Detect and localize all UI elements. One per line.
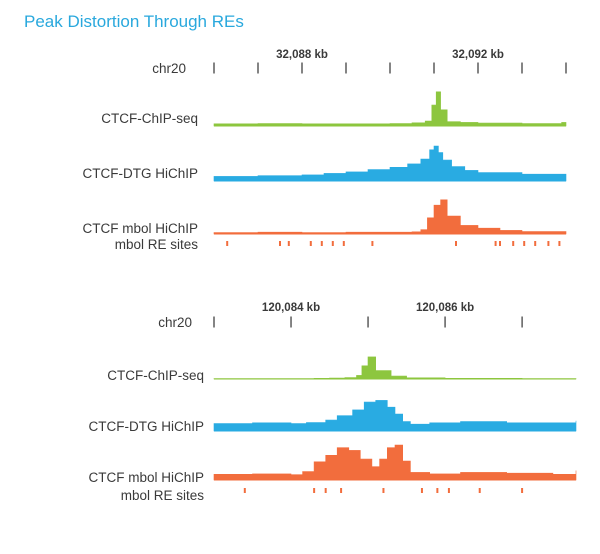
- re-site-mark: [382, 488, 385, 493]
- axis-tick-label: 32,092 kb: [452, 49, 504, 61]
- re-site-mark: [320, 241, 323, 246]
- re-site-mark: [313, 488, 316, 493]
- chromosome-label: chr20: [158, 315, 192, 330]
- track-signal-area: [213, 444, 577, 481]
- re-site-mark: [309, 241, 312, 246]
- re-sites-label: mbol RE sites: [115, 237, 199, 252]
- re-site-mark: [420, 488, 423, 493]
- axis-tick-label: 120,086 kb: [416, 302, 474, 314]
- re-site-mark: [534, 241, 537, 246]
- re-site-mark: [447, 488, 450, 493]
- panel-bottom: chr20 120,084 kb 120,086 kb CTCF-ChIP-seq CT…: [88, 302, 577, 503]
- re-site-mark: [455, 241, 457, 246]
- track-label: CTCF mbol HiChIP: [88, 470, 204, 485]
- re-site-mark: [279, 241, 281, 246]
- re-site-mark: [558, 241, 561, 246]
- track-signal-area: [213, 400, 577, 432]
- track-label: CTCF-ChIP-seq: [107, 368, 204, 383]
- panel-top: chr20 32,088 kb 32,092 kb CTCF-ChIP-seq CTCF…: [82, 49, 567, 252]
- track-signal-area: [213, 356, 577, 380]
- re-sites-label: mbol RE sites: [121, 488, 205, 503]
- re-site-mark: [331, 241, 334, 246]
- track-label: CTCF-DTG HiChIP: [83, 166, 199, 181]
- track-signal-area: [213, 199, 567, 235]
- track-label: CTCF mbol HiChIP: [82, 221, 198, 236]
- re-site-mark: [243, 488, 246, 493]
- re-site-mark: [494, 241, 497, 246]
- re-site-mark: [499, 241, 501, 246]
- re-site-mark: [521, 488, 524, 493]
- chromosome-label: chr20: [152, 61, 186, 76]
- re-site-mark: [436, 488, 439, 493]
- re-site-mark: [547, 241, 550, 246]
- axis-tick-label: 120,084 kb: [262, 302, 320, 314]
- re-site-mark: [287, 241, 290, 246]
- re-site-mark: [371, 241, 374, 246]
- track-label: CTCF-ChIP-seq: [101, 111, 198, 126]
- re-site-mark: [340, 488, 343, 493]
- re-site-mark: [342, 241, 345, 246]
- re-site-mark: [226, 241, 229, 246]
- page-title: Peak Distortion Through REs: [24, 12, 244, 31]
- track-signal-area: [213, 91, 567, 127]
- re-site-mark: [523, 241, 526, 246]
- re-site-mark: [512, 241, 515, 246]
- axis-tick-label: 32,088 kb: [276, 49, 328, 61]
- track-signal-area: [213, 145, 567, 182]
- re-site-mark: [324, 488, 327, 493]
- track-label: CTCF-DTG HiChIP: [89, 419, 205, 434]
- re-site-mark: [478, 488, 481, 493]
